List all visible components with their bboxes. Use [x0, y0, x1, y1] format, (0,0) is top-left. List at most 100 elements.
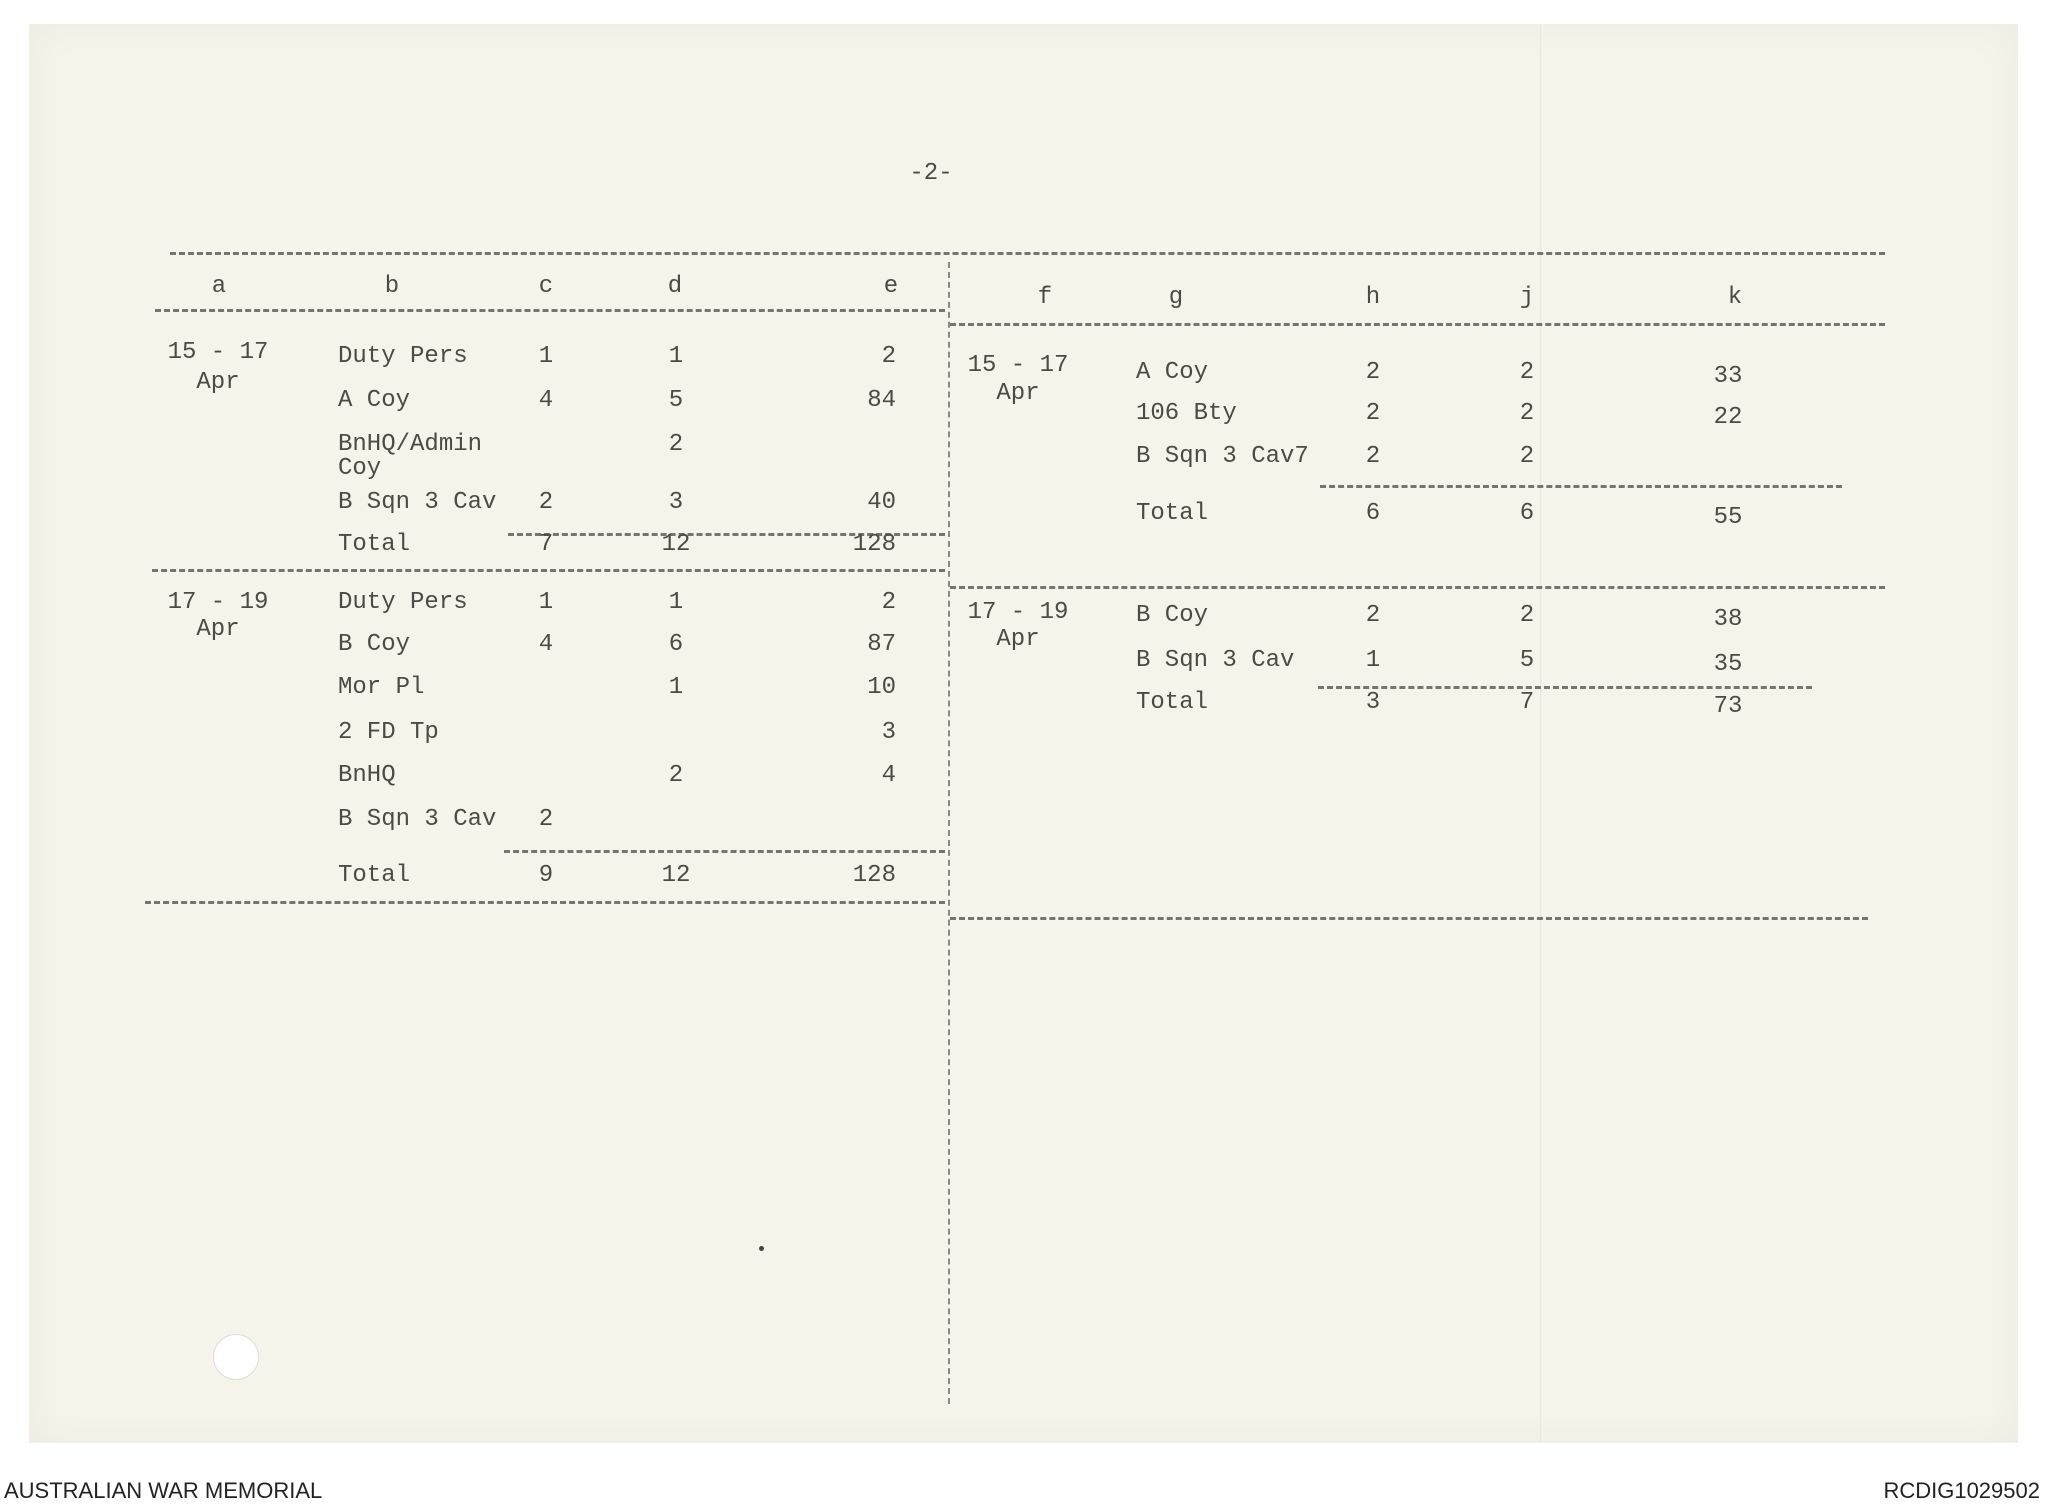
date-range: 15 - 17: [967, 352, 1069, 379]
unit-label: A Coy: [1136, 359, 1209, 386]
date-month: Apr: [196, 616, 240, 643]
cell-h: 1: [1365, 647, 1381, 674]
block-rule-right: [950, 586, 1885, 589]
cell-e: 10: [867, 674, 896, 701]
footer-image-id: RCDIG1029502: [1883, 1478, 2040, 1503]
cell-d: 12: [661, 531, 691, 558]
block-rule-left: [152, 569, 945, 572]
column-header: b: [384, 273, 400, 300]
column-header: e: [883, 273, 899, 300]
unit-label: B Sqn 3 Cav7: [1136, 443, 1309, 470]
paper-fold: [1540, 24, 1543, 1443]
header-rule-right: [950, 323, 1885, 326]
unit-label: Duty Pers: [338, 343, 468, 370]
cell-j: 7: [1519, 689, 1535, 716]
cell-h: 2: [1365, 443, 1381, 470]
cell-c: 2: [538, 806, 554, 833]
cell-c: 4: [538, 387, 554, 414]
cell-c: 1: [538, 589, 554, 616]
cell-k: 73: [1713, 693, 1743, 720]
cell-k: 55: [1713, 504, 1743, 531]
page-number: -2-: [909, 160, 953, 187]
column-header: k: [1727, 284, 1743, 311]
column-header: j: [1519, 284, 1535, 311]
total-rule-right-1: [1320, 485, 1842, 488]
cell-j: 2: [1519, 400, 1535, 427]
cell-d: 1: [668, 674, 684, 701]
cell-e: 3: [881, 719, 896, 746]
cell-k: 38: [1713, 606, 1743, 633]
cell-k: 35: [1713, 651, 1743, 678]
cell-j: 6: [1519, 500, 1535, 527]
punch-hole: [213, 1334, 259, 1380]
cell-h: 2: [1365, 602, 1381, 629]
bottom-rule-right: [950, 917, 1868, 920]
cell-k: 33: [1713, 363, 1743, 390]
date-month: Apr: [996, 626, 1040, 653]
cell-c: 9: [538, 862, 554, 889]
unit-label: BnHQ: [338, 762, 396, 789]
unit-label: Mor Pl: [338, 674, 425, 701]
cell-c: 1: [538, 343, 554, 370]
column-header: a: [211, 273, 227, 300]
cell-e: 128: [852, 862, 896, 889]
cell-j: 5: [1519, 647, 1535, 674]
unit-label: Total: [1136, 689, 1209, 716]
unit-label: Duty Pers: [338, 589, 468, 616]
total-rule-left-1: [508, 533, 945, 536]
cell-k: 22: [1713, 404, 1743, 431]
date-range: 15 - 17: [167, 339, 269, 366]
bottom-rule-left: [145, 901, 945, 904]
total-rule-left-2: [504, 850, 945, 853]
cell-h: 3: [1365, 689, 1381, 716]
column-header: c: [538, 273, 554, 300]
unit-label: B Coy: [1136, 602, 1209, 629]
cell-e: 4: [881, 762, 896, 789]
cell-c: 7: [538, 531, 554, 558]
cell-e: 128: [852, 531, 896, 558]
cell-c: 2: [538, 489, 554, 516]
top-rule: [170, 252, 1885, 255]
footer-institution: AUSTRALIAN WAR MEMORIAL: [4, 1478, 323, 1503]
cell-h: 6: [1365, 500, 1381, 527]
cell-h: 2: [1365, 400, 1381, 427]
cell-j: 2: [1519, 443, 1535, 470]
total-rule-right-2: [1318, 686, 1812, 689]
cell-d: 1: [668, 343, 684, 370]
cell-e: 84: [867, 387, 896, 414]
cell-d: 2: [668, 431, 684, 458]
date-range: 17 - 19: [167, 589, 269, 616]
cell-d: 6: [668, 631, 684, 658]
unit-label: B Sqn 3 Cav: [338, 489, 497, 516]
cell-d: 1: [668, 589, 684, 616]
cell-e: 87: [867, 631, 896, 658]
ink-dot: [759, 1246, 764, 1251]
date-month: Apr: [996, 380, 1040, 407]
column-header: d: [667, 273, 683, 300]
unit-label: B Sqn 3 Cav: [338, 806, 497, 833]
unit-label: B Sqn 3 Cav: [1136, 647, 1295, 674]
date-month: Apr: [196, 369, 240, 396]
unit-label: BnHQ/Admin Coy: [338, 431, 483, 482]
column-header: h: [1365, 284, 1381, 311]
unit-label: 106 Bty: [1136, 400, 1237, 427]
cell-j: 2: [1519, 602, 1535, 629]
column-header: g: [1168, 284, 1184, 311]
date-range: 17 - 19: [967, 599, 1069, 626]
header-rule-left: [155, 309, 945, 312]
cell-d: 2: [668, 762, 684, 789]
cell-e: 40: [867, 489, 896, 516]
cell-d: 5: [668, 387, 684, 414]
column-divider: [948, 262, 950, 1404]
column-header: f: [1037, 284, 1053, 311]
unit-label: Total: [1136, 500, 1209, 527]
cell-d: 12: [661, 862, 691, 889]
cell-d: 3: [668, 489, 684, 516]
cell-c: 4: [538, 631, 554, 658]
cell-e: 2: [881, 589, 896, 616]
document-page: [29, 24, 2018, 1443]
cell-j: 2: [1519, 359, 1535, 386]
unit-label: Total: [338, 531, 411, 558]
cell-h: 2: [1365, 359, 1381, 386]
cell-e: 2: [881, 343, 896, 370]
